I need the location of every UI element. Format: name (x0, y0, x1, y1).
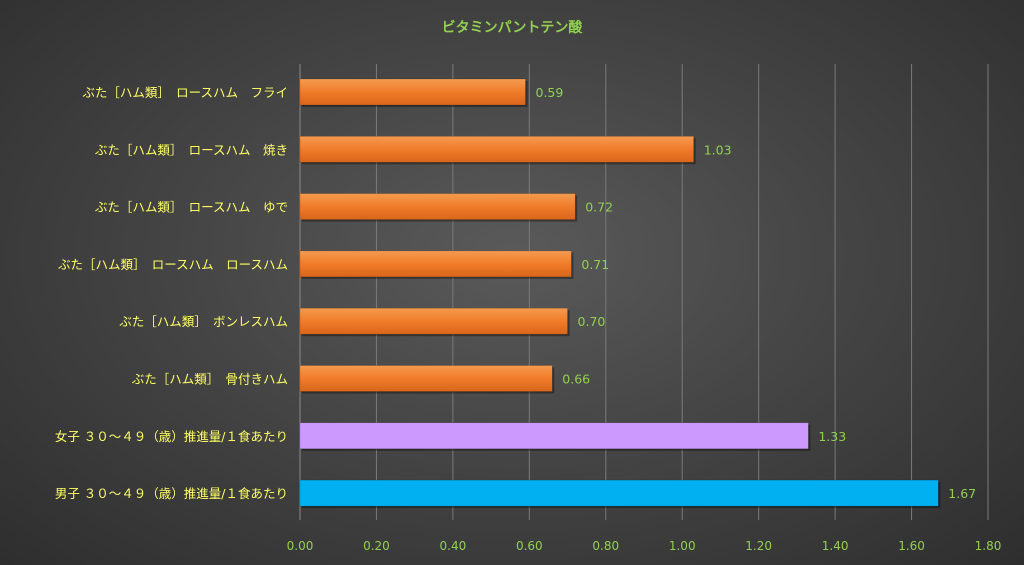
value-label: 1.67 (948, 486, 976, 501)
gridlines (299, 64, 989, 520)
category-label: ぶた［ハム類］ ロースハム ゆで (95, 200, 288, 215)
x-tick-label: 1.40 (822, 539, 849, 553)
category-label: ぶた［ハム類］ ロースハム ロースハム (58, 257, 288, 272)
x-tick-label: 0.00 (287, 539, 314, 553)
x-tick-label: 1.20 (745, 539, 772, 553)
category-label: 男子 ３０～４９（歳）推進量/１食あたり (55, 486, 288, 501)
value-label: 0.72 (585, 200, 613, 215)
value-label: 0.66 (562, 372, 590, 387)
bars (299, 78, 941, 509)
chart-title: ビタミンパントテン酸 (442, 19, 584, 36)
bar (299, 365, 553, 392)
bar (299, 422, 809, 450)
bar (299, 193, 576, 220)
bar (299, 250, 572, 278)
x-axis-ticks: 0.00 0.20 0.40 0.60 0.80 1.00 1.20 1.40 1.60 1.80 (287, 539, 1002, 553)
x-tick-label: 1.00 (669, 539, 696, 553)
value-label: 0.59 (536, 85, 564, 100)
category-label: ぶた［ハム類］ 骨付きハム (132, 372, 288, 387)
x-tick-label: 0.80 (592, 539, 619, 553)
x-tick-label: 0.40 (440, 539, 467, 553)
value-label: 0.70 (578, 314, 606, 329)
bar (299, 78, 526, 106)
x-tick-label: 0.60 (516, 539, 543, 553)
category-label: ぶた［ハム類］ ボンレスハム (119, 314, 288, 329)
value-label: 0.71 (581, 257, 609, 272)
x-tick-label: 1.80 (975, 539, 1002, 553)
category-label: ぶた［ハム類］ ロースハム フライ (82, 85, 288, 100)
bar (299, 479, 939, 507)
x-tick-label: 1.60 (898, 539, 925, 553)
value-label: 1.03 (704, 142, 732, 157)
category-label: ぶた［ハム類］ ロースハム 焼き (95, 142, 288, 157)
bar (299, 136, 694, 163)
labels: 0.59 ぶた［ハム類］ ロースハム フライ 1.03 ぶた［ハム類］ ロースハム 焼… (55, 85, 976, 501)
bar (299, 307, 568, 335)
category-label: 女子 ３０～４９（歳）推進量/１食あたり (55, 429, 288, 444)
x-tick-label: 0.20 (363, 539, 390, 553)
value-label: 1.33 (818, 429, 846, 444)
